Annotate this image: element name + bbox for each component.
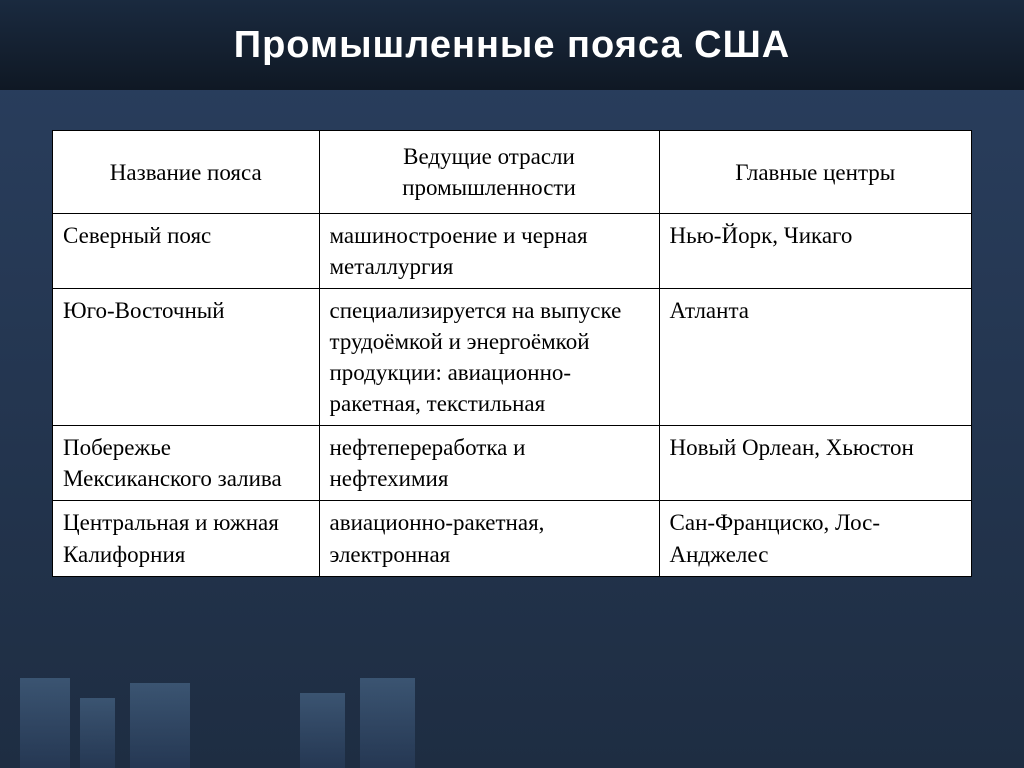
slide-title: Промышленные пояса США [234,24,791,67]
slide-title-bar: Промышленные пояса США [0,0,1024,90]
table-row: Северный пояс машиностроение и черная ме… [53,214,972,289]
cell-industries: машиностроение и черная металлургия [319,214,659,289]
cell-industries: специализируется на выпуске трудоёмкой и… [319,289,659,426]
col-header-centers: Главные центры [659,131,971,214]
cell-belt-name: Юго-Восточный [53,289,320,426]
col-header-belt-name: Название пояса [53,131,320,214]
table-row: Побережье Мексиканского залива нефтепере… [53,426,972,501]
industrial-belts-table: Название пояса Ведущие отрасли промышлен… [52,130,972,577]
table-row: Юго-Восточный специализируется на выпуск… [53,289,972,426]
cell-centers: Нью-Йорк, Чикаго [659,214,971,289]
table-row: Центральная и южная Калифорния авиационн… [53,501,972,576]
cell-belt-name: Побережье Мексиканского залива [53,426,320,501]
table-header-row: Название пояса Ведущие отрасли промышлен… [53,131,972,214]
cell-centers: Новый Орлеан, Хьюстон [659,426,971,501]
cell-centers: Сан-Франциско, Лос-Анджелес [659,501,971,576]
slide-body: Название пояса Ведущие отрасли промышлен… [0,90,1024,768]
cell-industries: нефтепереработка и нефтехимия [319,426,659,501]
table-container: Название пояса Ведущие отрасли промышлен… [52,130,972,577]
background-skyline [0,668,1024,768]
cell-centers: Атланта [659,289,971,426]
cell-belt-name: Северный пояс [53,214,320,289]
cell-industries: авиационно-ракетная, электронная [319,501,659,576]
cell-belt-name: Центральная и южная Калифорния [53,501,320,576]
col-header-industries: Ведущие отрасли промышленности [319,131,659,214]
